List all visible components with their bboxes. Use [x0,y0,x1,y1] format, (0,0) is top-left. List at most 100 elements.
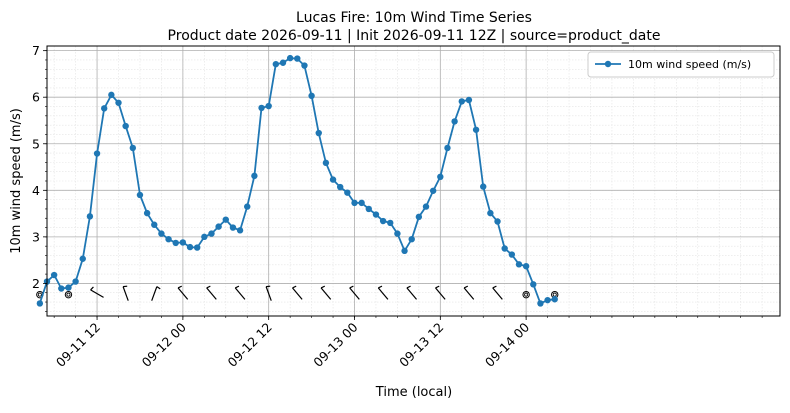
data-point [423,203,429,209]
data-point [509,251,515,257]
data-point [494,218,500,224]
data-point [480,183,486,189]
data-point [273,61,279,67]
data-point [316,130,322,136]
wind-barb-flag [464,286,468,288]
data-point [180,239,186,245]
data-point [265,103,271,109]
data-point [287,55,293,61]
wind-barb-staff [321,288,331,299]
data-point [37,300,43,306]
wind-barb-calm-inner [553,293,556,296]
data-point [487,210,493,216]
y-axis-label: 10m wind speed (m/s) [9,108,24,254]
data-point [330,176,336,182]
data-point [244,203,250,209]
data-point [251,173,257,179]
data-point [501,245,507,251]
data-point [151,222,157,228]
x-axis-label: Time (local) [375,385,452,400]
wind-barb-flag [207,286,211,288]
data-point [294,55,300,61]
data-point [387,220,393,226]
data-point [416,214,422,220]
x-tick-label: 09-12 00 [139,319,189,369]
data-point [544,297,550,303]
wind-barb-calm-inner [67,293,70,296]
data-point [337,184,343,190]
data-point [144,210,150,216]
data-point [437,174,443,180]
y-tick-label: 3 [32,229,40,244]
x-tick-label: 09-13 00 [310,319,360,369]
wind-barb-flag [350,286,354,288]
wind-barb-staff [407,288,417,299]
data-point [137,192,143,198]
wind-barb-flag [493,286,497,288]
wind-barb-staff [152,287,157,301]
minor-grid [47,46,780,316]
data-point [165,236,171,242]
data-point [101,105,107,111]
data-point [473,127,479,133]
data-point [65,284,71,290]
data-point [223,216,229,222]
data-point [530,281,536,287]
wind-barb-staff [235,288,245,299]
wind-barb-calm [65,291,71,297]
data-point [444,145,450,151]
data-point [130,145,136,151]
chart-title: Lucas Fire: 10m Wind Time Series [296,10,532,26]
data-point [87,213,93,219]
y-tick-label: 6 [32,90,40,105]
data-point [351,200,357,206]
wind-barb-flag [321,286,325,288]
data-point [258,105,264,111]
data-point [552,296,558,302]
data-point [230,224,236,230]
x-tick-label: 09-14 00 [482,319,532,369]
data-point [215,223,221,229]
data-point [373,211,379,217]
legend-label: 10m wind speed (m/s) [628,58,751,71]
wind-barb-calm-inner [38,293,41,296]
wind-barb-flag [178,286,182,288]
chart-subtitle: Product date 2026-09-11 | Init 2026-09-1… [168,28,661,44]
wind-barb-staff [464,288,474,299]
data-point [194,244,200,250]
y-tick-label: 4 [32,183,40,198]
data-point [358,200,364,206]
data-point [380,218,386,224]
data-point [280,60,286,66]
data-point [451,118,457,124]
wind-barb-flag [407,286,411,288]
data-point [201,234,207,240]
data-point [301,62,307,68]
data-point [72,278,78,284]
data-point [51,272,57,278]
x-tick-label: 09-12 12 [224,320,274,370]
data-point [523,263,529,269]
data-point [173,240,179,246]
data-point [80,256,86,262]
legend: 10m wind speed (m/s) [588,52,774,77]
wind-barb-staff [378,288,388,299]
x-tick-label: 09-11 12 [53,320,103,370]
wind-barb-flag [235,286,239,288]
legend-marker [605,61,611,67]
data-point [344,189,350,195]
y-tick-label: 5 [32,136,40,151]
data-point [466,97,472,103]
y-tick-label: 7 [32,43,40,58]
wind-barb-flag [292,286,296,288]
data-point [122,123,128,129]
data-point [537,300,543,306]
data-point [308,93,314,99]
data-point [409,236,415,242]
data-point [237,227,243,233]
wind-barb-flag [435,286,439,288]
